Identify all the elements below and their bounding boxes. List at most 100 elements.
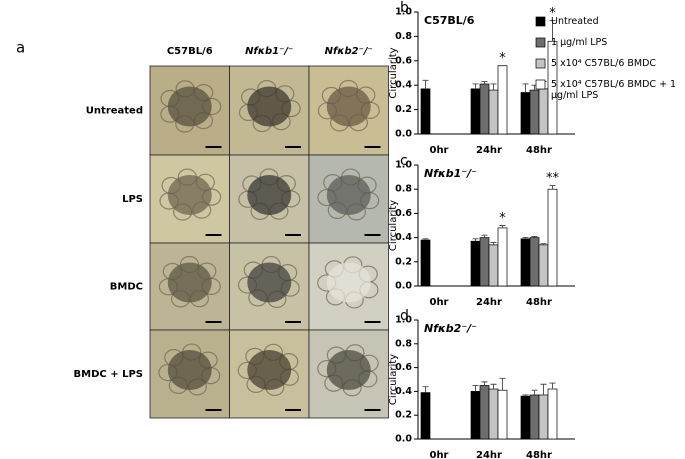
legend-entry: 1 µg/ml LPS: [551, 37, 607, 48]
error-bar: [422, 79, 429, 89]
panel-letter: c: [400, 153, 408, 169]
error-bar: [531, 389, 538, 395]
bar: [420, 392, 431, 440]
bar: [470, 240, 481, 287]
y-tick-label: 0.0: [395, 434, 412, 445]
error-bar: [522, 237, 529, 239]
chart-title: C57BL/6: [424, 14, 475, 27]
x-tick-label: 0hr: [429, 145, 448, 156]
bar: [529, 89, 540, 135]
error-bar: [549, 185, 556, 190]
bar: [520, 92, 531, 135]
y-tick-label: 0.2: [395, 256, 412, 267]
organoid-core: [247, 175, 292, 215]
bar: [479, 237, 490, 287]
bar: [520, 238, 531, 287]
x-tick-label: 0hr: [429, 297, 448, 308]
y-tick-label: 0.2: [395, 410, 412, 421]
bar: [420, 88, 431, 135]
bar: [529, 237, 540, 287]
error-bar: [549, 20, 556, 42]
significance-marker: *: [499, 211, 506, 226]
y-axis-label: Circularity: [388, 47, 399, 98]
y-tick-label: 0.4: [395, 80, 412, 91]
x-tick-label: 24hr: [476, 297, 502, 308]
legend-entry: Untreated: [551, 16, 599, 27]
y-tick-label: 0.0: [395, 129, 412, 140]
bar: [529, 394, 540, 440]
bar: [497, 227, 508, 287]
bar: [479, 83, 490, 135]
legend-swatch: [535, 37, 546, 48]
row-label: Untreated: [86, 106, 143, 117]
organoid-core: [247, 86, 292, 127]
bar: [520, 395, 531, 440]
organoid-core: [167, 350, 212, 390]
x-tick-label: 48hr: [526, 450, 552, 459]
error-bar: [490, 241, 497, 245]
column-header: C57BL/6: [167, 46, 213, 57]
organoid-core: [326, 350, 371, 390]
error-bar: [481, 81, 488, 84]
legend-entry: 5 x10⁴ C57BL/6 BMDC: [551, 58, 657, 69]
bar: [488, 244, 499, 287]
significance-marker: *: [549, 6, 556, 21]
error-bar: [490, 383, 497, 390]
error-bar: [490, 83, 497, 91]
legend-swatch: [535, 79, 546, 90]
row-label: BMDC + LPS: [74, 369, 143, 380]
error-bar: [499, 225, 506, 228]
bar: [538, 88, 549, 135]
legend-label: 5 x10⁴ C57BL/6 BMDC: [551, 58, 657, 69]
y-tick-label: 0.8: [395, 338, 412, 349]
legend-swatch: [535, 16, 546, 27]
bar: [470, 391, 481, 440]
x-tick-label: 48hr: [526, 145, 552, 156]
organoid-core: [326, 86, 371, 127]
significance-marker: **: [546, 171, 560, 186]
y-tick-label: 0.6: [395, 208, 412, 219]
bar: [497, 389, 508, 440]
error-bar: [522, 394, 529, 397]
error-bar: [540, 383, 547, 395]
error-bar: [422, 386, 429, 393]
error-bar: [472, 238, 479, 242]
x-tick-label: 0hr: [429, 450, 448, 459]
organoid-core: [326, 175, 371, 215]
bar: [420, 239, 431, 287]
panel-letter: d: [400, 308, 409, 324]
bar: [488, 388, 499, 440]
bar: [547, 388, 558, 440]
panel-letter: b: [400, 0, 409, 16]
bar: [547, 188, 558, 287]
error-bar: [472, 83, 479, 89]
organoid-core: [167, 175, 212, 215]
organoid-core: [247, 350, 292, 390]
legend-label: Untreated: [551, 16, 599, 27]
error-bar: [540, 243, 547, 245]
legend-label: 5 x10⁴ C57BL/6 BMDC + 1 µg/ml LPS: [551, 79, 677, 101]
y-tick-label: 0.0: [395, 281, 412, 292]
error-bar: [522, 83, 529, 93]
organoid-core: [167, 262, 212, 303]
x-tick-label: 24hr: [476, 450, 502, 459]
bar: [479, 385, 490, 440]
column-header: Nfκb2⁻/⁻: [325, 46, 373, 57]
error-bar: [472, 385, 479, 392]
column-header: Nfκb1⁻/⁻: [245, 46, 293, 57]
organoid-core: [326, 262, 371, 303]
error-bar: [549, 382, 556, 390]
y-axis-label: Circularity: [388, 200, 399, 251]
y-tick-label: 0.4: [395, 386, 412, 397]
legend-entry: 5 x10⁴ C57BL/6 BMDC + 1 µg/ml LPS: [551, 79, 677, 101]
error-bar: [499, 377, 506, 391]
y-tick-label: 1.0: [395, 315, 412, 326]
y-tick-label: 0.4: [395, 232, 412, 243]
bar: [538, 394, 549, 440]
panel-letter: a: [16, 39, 25, 57]
row-label: BMDC: [110, 282, 143, 293]
y-axis-label: Circularity: [388, 354, 399, 405]
chart-title: Nfκb2⁻/⁻: [424, 322, 477, 335]
x-tick-label: 24hr: [476, 145, 502, 156]
